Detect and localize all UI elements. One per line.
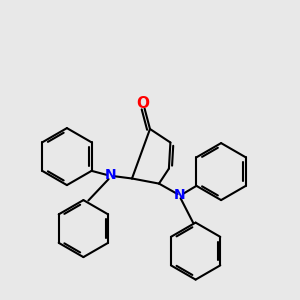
- Text: N: N: [105, 168, 117, 182]
- Text: N: N: [174, 188, 185, 202]
- Text: O: O: [136, 96, 150, 111]
